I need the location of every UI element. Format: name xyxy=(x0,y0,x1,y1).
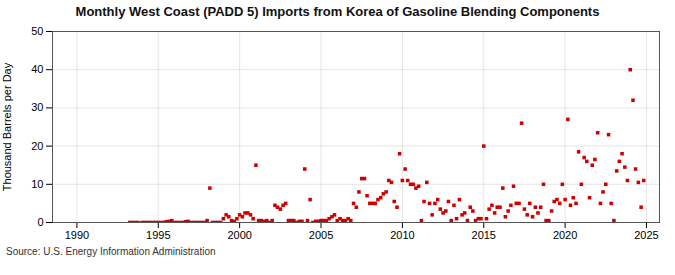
svg-text:2025: 2025 xyxy=(634,229,658,241)
svg-text:50: 50 xyxy=(31,25,43,37)
svg-text:10: 10 xyxy=(31,178,43,190)
svg-text:2000: 2000 xyxy=(227,229,251,241)
svg-text:30: 30 xyxy=(31,101,43,113)
svg-text:Thousand Barrels per Day: Thousand Barrels per Day xyxy=(1,62,13,191)
svg-text:2010: 2010 xyxy=(390,229,414,241)
svg-text:20: 20 xyxy=(31,140,43,152)
html-text:Source: U.S. Energy Informatio: Source: U.S. Energy Information Administ… xyxy=(6,246,216,257)
svg-text:0: 0 xyxy=(37,216,43,228)
svg-text:1990: 1990 xyxy=(65,229,89,241)
svg-text:40: 40 xyxy=(31,63,43,75)
svg-text:2020: 2020 xyxy=(553,229,577,241)
svg-text:2015: 2015 xyxy=(472,229,496,241)
svg-text:1995: 1995 xyxy=(146,229,170,241)
svg-text:2005: 2005 xyxy=(309,229,333,241)
html-text:Monthly West Coast (PADD 5) Im: Monthly West Coast (PADD 5) Imports from… xyxy=(75,4,600,19)
